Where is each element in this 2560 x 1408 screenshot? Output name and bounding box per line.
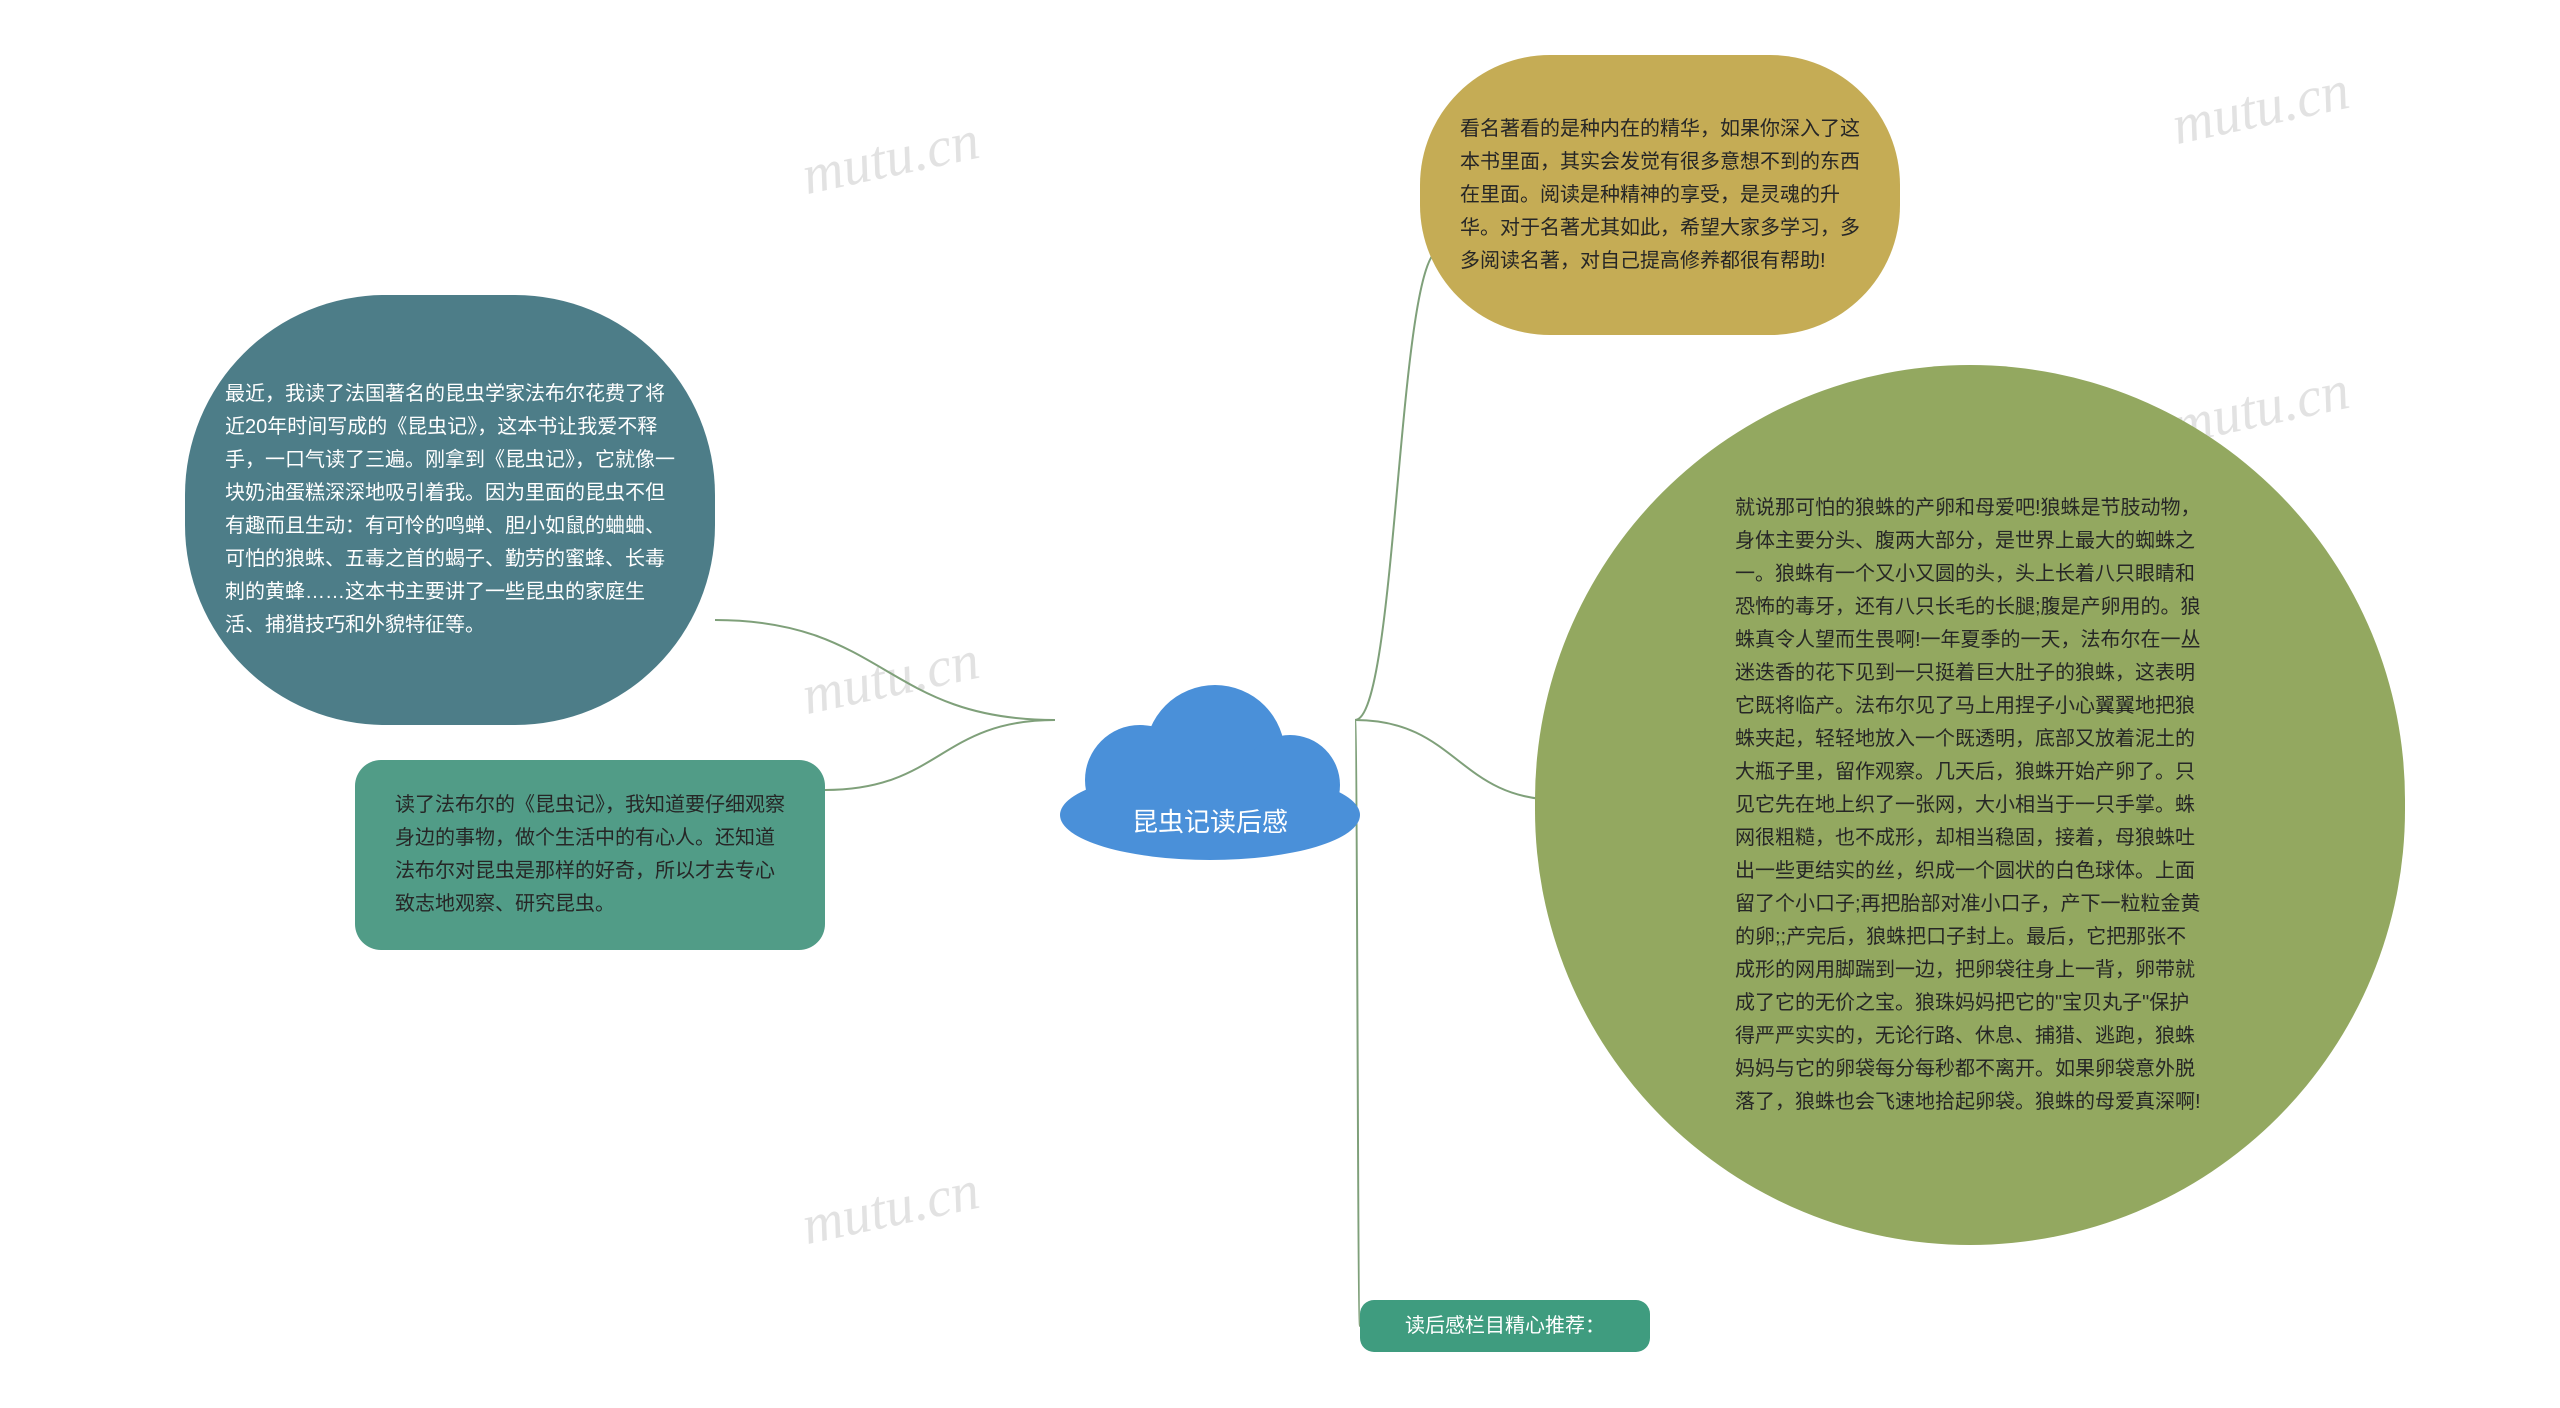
mindmap-node[interactable]: 最近，我读了法国著名的昆虫学家法布尔花费了将近20年时间写成的《昆虫记》，这本书… [185,295,715,725]
center-label: 昆虫记读后感 [1050,680,1370,910]
watermark-text: mutu.cn [796,108,984,208]
mindmap-canvas: mutu.cnmutu.cnmutu.cnmutu.cnmutu.cnmutu.… [0,0,2560,1408]
center-node[interactable]: 昆虫记读后感 [1050,680,1370,860]
node-text: 最近，我读了法国著名的昆虫学家法布尔花费了将近20年时间写成的《昆虫记》，这本书… [225,378,675,642]
node-text: 就说那可怕的狼蛛的产卵和母爱吧!狼蛛是节肢动物，身体主要分头、腹两大部分，是世界… [1735,492,2205,1119]
watermark-text: mutu.cn [796,628,984,728]
node-text: 看名著看的是种内在的精华，如果你深入了这本书里面，其实会发觉有很多意想不到的东西… [1460,113,1860,278]
mindmap-node[interactable]: 读后感栏目精心推荐： [1360,1300,1650,1352]
mindmap-node[interactable]: 就说那可怕的狼蛛的产卵和母爱吧!狼蛛是节肢动物，身体主要分头、腹两大部分，是世界… [1535,365,2405,1245]
mindmap-node[interactable]: 看名著看的是种内在的精华，如果你深入了这本书里面，其实会发觉有很多意想不到的东西… [1420,55,1900,335]
watermark-text: mutu.cn [796,1158,984,1258]
node-text: 读后感栏目精心推荐： [1405,1310,1605,1343]
mindmap-node[interactable]: 读了法布尔的《昆虫记》，我知道要仔细观察身边的事物，做个生活中的有心人。还知道法… [355,760,825,950]
node-text: 读了法布尔的《昆虫记》，我知道要仔细观察身边的事物，做个生活中的有心人。还知道法… [395,789,785,921]
watermark-text: mutu.cn [2166,58,2354,158]
